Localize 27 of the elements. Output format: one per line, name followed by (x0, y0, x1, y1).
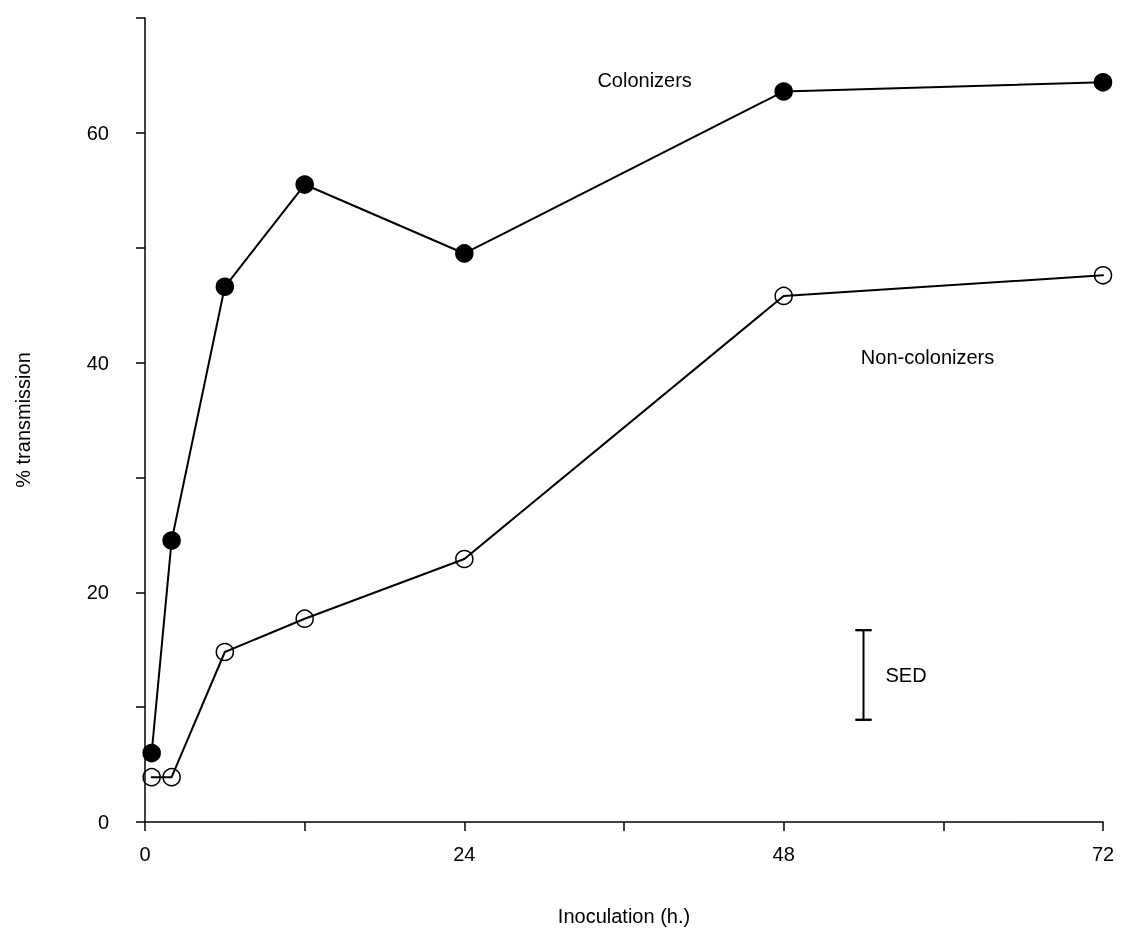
point (215, 277, 235, 297)
point (142, 767, 161, 787)
point (455, 244, 474, 263)
x-axis-title: Inoculation (h.) (557, 905, 691, 927)
x-tick-label: 24 (453, 843, 476, 865)
y-tick-label: 20 (86, 581, 109, 604)
y-tick-label: 40 (86, 351, 109, 374)
point (162, 531, 181, 550)
annotation: SED (885, 663, 927, 686)
point (215, 642, 235, 662)
x-tick-label: 48 (772, 843, 795, 865)
y-axis-title: % transmission (12, 352, 34, 488)
point (142, 743, 161, 763)
point (774, 286, 793, 306)
point (1093, 266, 1113, 285)
point (774, 82, 793, 101)
point (295, 609, 314, 628)
x-tick-label: 0 (139, 843, 151, 865)
text: Non-colonizers (860, 345, 995, 368)
y-tick-label: 60 (86, 121, 109, 144)
x-tick-label: 72 (1091, 843, 1115, 865)
point (162, 767, 181, 787)
point (1093, 73, 1113, 92)
point (295, 175, 314, 194)
point (455, 549, 474, 569)
text: Colonizers (597, 69, 692, 92)
y-tick-label: 0 (97, 811, 109, 833)
